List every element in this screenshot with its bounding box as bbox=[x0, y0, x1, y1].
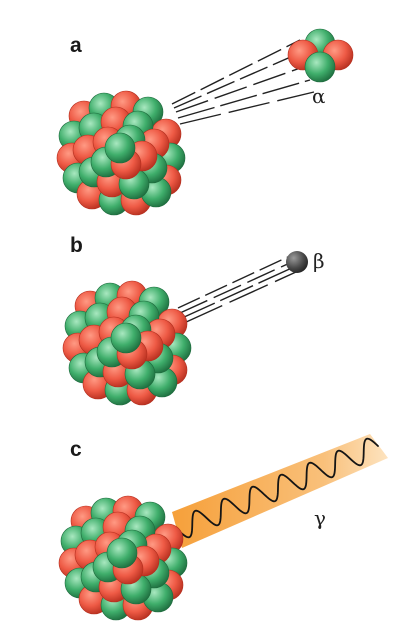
neutron bbox=[104, 132, 136, 164]
neutron bbox=[106, 537, 138, 569]
parent-nucleus-c bbox=[58, 495, 188, 621]
panel-b-letter: b bbox=[70, 234, 83, 257]
neutron bbox=[110, 322, 142, 354]
panel-a: a α bbox=[56, 28, 354, 216]
gamma-wave bbox=[177, 437, 379, 539]
parent-nucleus-b bbox=[62, 280, 192, 406]
alpha-emission-trail bbox=[171, 39, 315, 125]
beta-emission-trail bbox=[177, 255, 297, 324]
alpha-particle bbox=[287, 28, 354, 83]
beta-symbol: β bbox=[313, 249, 325, 273]
alpha-symbol: α bbox=[312, 84, 326, 108]
alpha-neutron bbox=[304, 51, 336, 83]
panel-c: c γ bbox=[58, 434, 388, 621]
gamma-ray-band bbox=[172, 434, 388, 548]
gamma-symbol: γ bbox=[314, 506, 326, 530]
panel-b: b β bbox=[62, 234, 325, 406]
parent-nucleus-a bbox=[56, 90, 186, 216]
beta-particle-electron bbox=[286, 251, 308, 273]
panel-a-letter: a bbox=[70, 34, 82, 57]
panel-c-letter: c bbox=[70, 438, 82, 461]
